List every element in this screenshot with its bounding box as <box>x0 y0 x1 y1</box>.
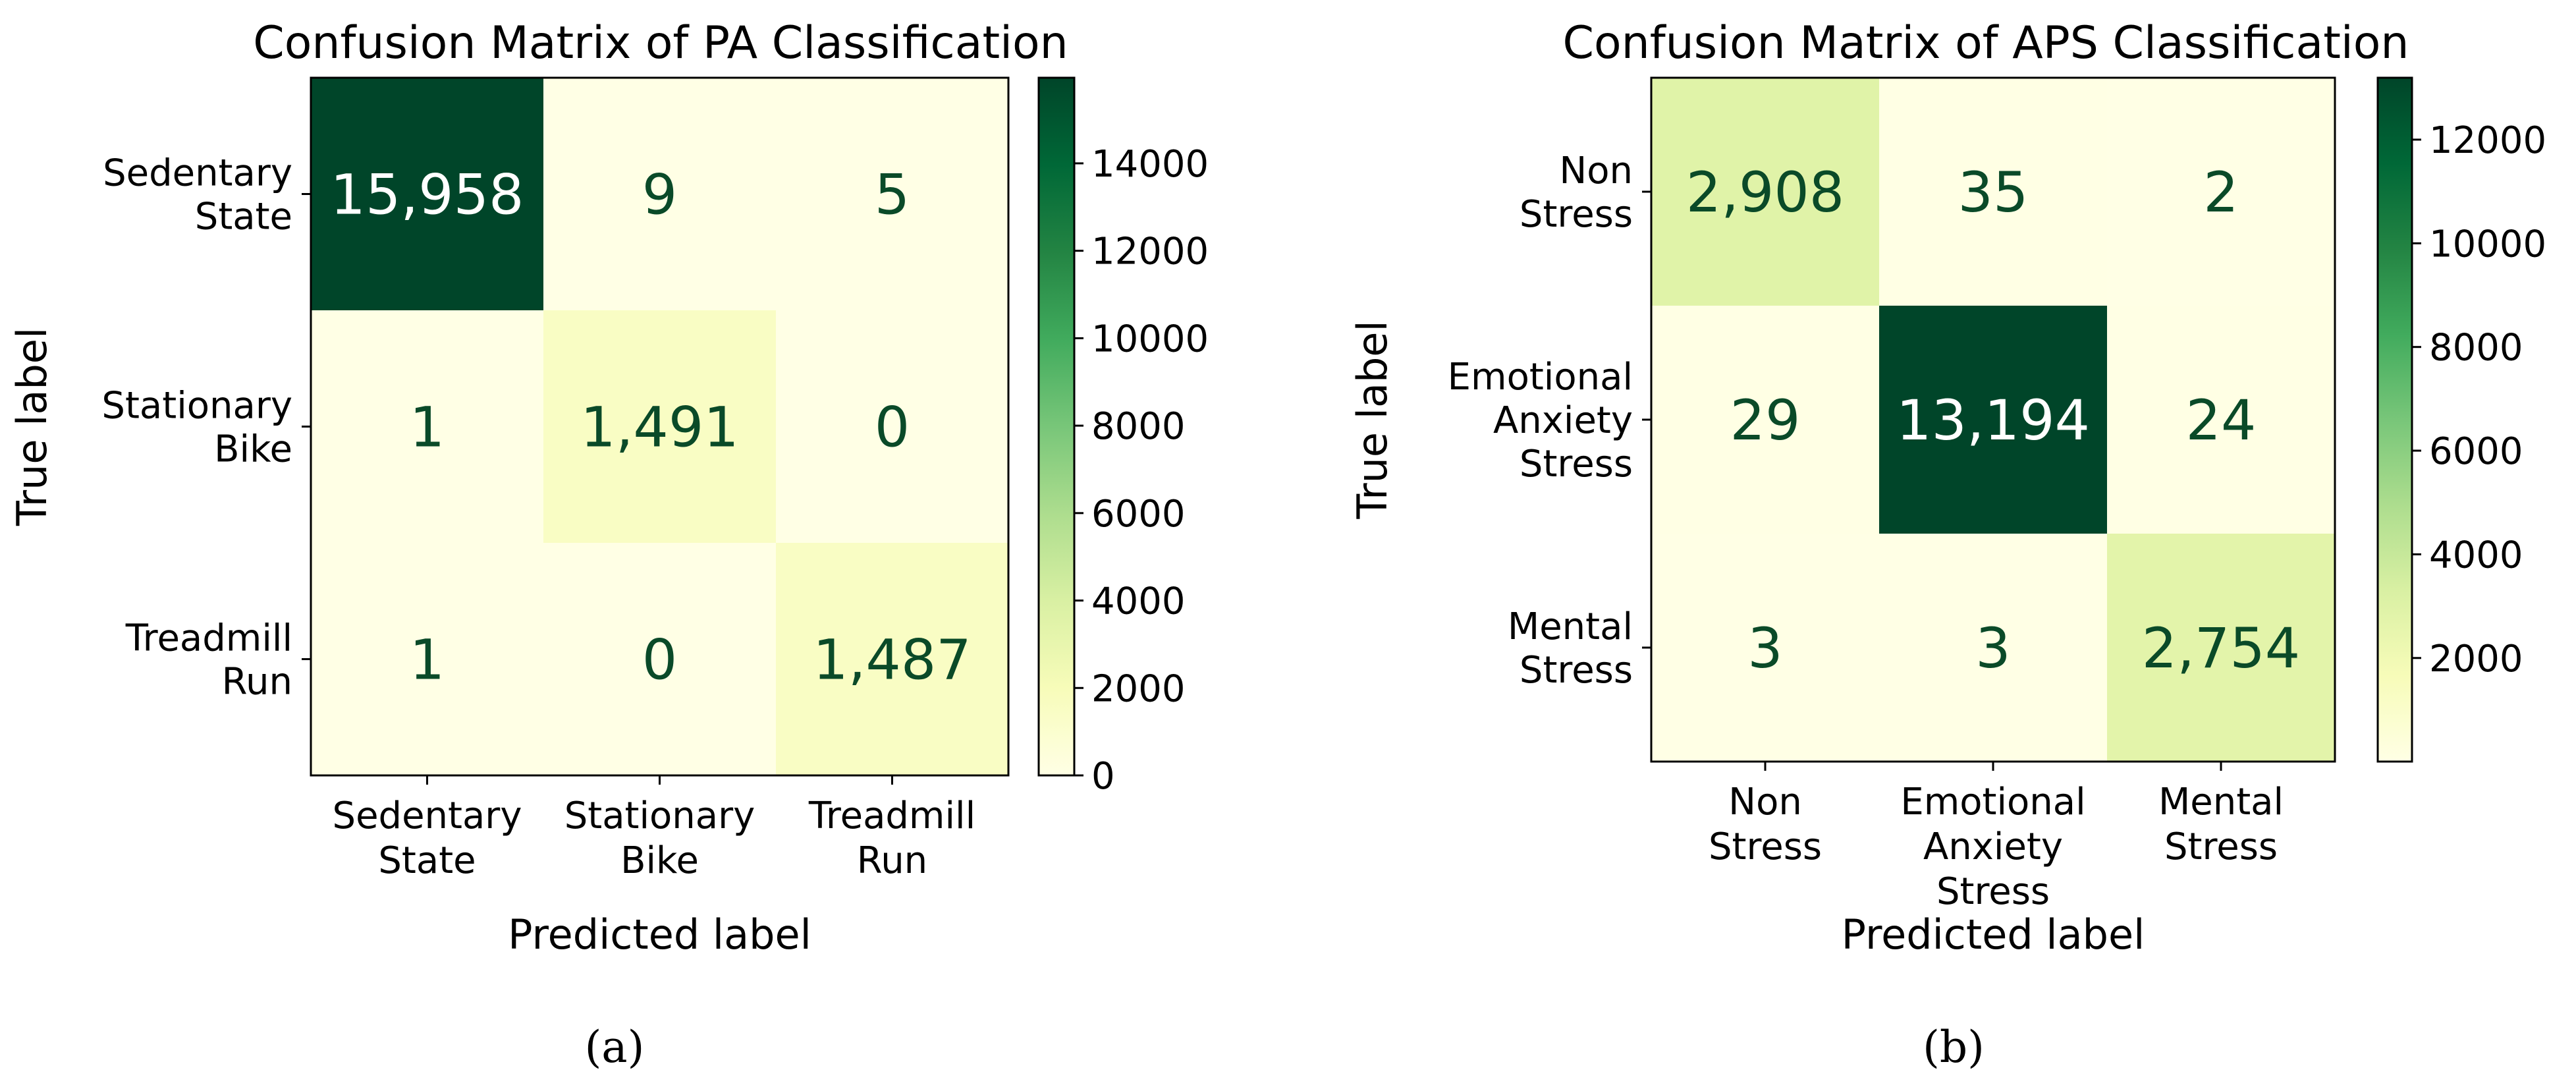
colorbar-tick-label: 12000 <box>2429 119 2546 162</box>
y-tick-label: State <box>195 196 292 238</box>
cell-value-label: 1 <box>410 395 445 460</box>
y-tick-label: Non <box>1559 150 1633 192</box>
matrix-cell <box>776 543 1008 775</box>
confusion-matrix-a: Confusion Matrix of PA Classification 15,… <box>8 17 1209 1073</box>
y-axis-label: True label <box>1348 320 1396 519</box>
colorbar-tick-label: 0 <box>1091 755 1115 798</box>
cell-value-label: 9 <box>642 163 677 227</box>
y-tick-label: Anxiety <box>1493 399 1633 442</box>
matrix-cell <box>776 78 1008 310</box>
colorbar-tick-label: 8000 <box>1091 405 1186 448</box>
cell-value-label: 3 <box>1747 616 1782 681</box>
cell-value-label: 2 <box>2203 160 2238 225</box>
y-tick-label: Stress <box>1520 649 1633 692</box>
cell-value-label: 1,491 <box>580 395 738 460</box>
x-tick-label: Stress <box>2164 825 2278 868</box>
colorbar-tick-label: 4000 <box>1091 580 1186 623</box>
matrix-cell <box>2107 306 2335 534</box>
matrix-cell <box>1879 534 2107 762</box>
matrix-cell <box>776 310 1008 543</box>
colorbar: 2000 4000 6000 8000 10000 12000 <box>2376 76 2546 763</box>
y-tick-label: Stationary <box>101 385 292 428</box>
colorbar-tick-label: 2000 <box>2429 638 2523 681</box>
matrix-cell <box>2107 78 2335 306</box>
y-tick-label: Stress <box>1520 443 1633 486</box>
matrix-cell <box>1879 306 2107 534</box>
x-tick-label: Treadmill <box>808 795 975 837</box>
cell-value-label: 5 <box>875 163 910 227</box>
colorbar-bar <box>1037 76 1076 777</box>
x-tick-label: Bike <box>620 839 699 882</box>
x-tick-label: Non <box>1728 781 1802 824</box>
matrix-cell <box>1651 306 1879 534</box>
x-axis-label: Predicted label <box>508 910 811 959</box>
x-tick-label: Run <box>857 839 927 882</box>
matrix-cell <box>1879 78 2107 306</box>
chart-title: Confusion Matrix of PA Classification <box>253 17 1068 69</box>
colorbar: 0 2000 4000 6000 8000 10000 12000 14000 <box>1037 76 1209 798</box>
colorbar-tick-label: 14000 <box>1091 143 1209 186</box>
confusion-matrix-b: Confusion Matrix of APS Classification 2,… <box>1348 17 2546 1073</box>
y-tick-label: Mental <box>1508 605 1633 648</box>
cell-value-label: 1,487 <box>813 628 971 692</box>
x-tick-label: Mental <box>2158 781 2284 824</box>
cell-value-label: 15,958 <box>331 163 524 227</box>
matrix-cell <box>311 543 543 775</box>
y-tick-label: Run <box>222 661 292 704</box>
x-tick-label: State <box>378 839 476 882</box>
x-tick-label: Stationary <box>564 795 755 837</box>
cell-value-label: 2,754 <box>2142 616 2300 681</box>
matrix-cell <box>2107 534 2335 762</box>
x-tick-label: Stress <box>1936 870 2050 913</box>
y-axis-label: True label <box>8 327 56 526</box>
matrix-cell <box>543 543 776 775</box>
subfigure-caption: (b) <box>1923 1022 1985 1073</box>
x-tick-label: Stress <box>1709 825 1822 868</box>
colorbar-tick-label: 4000 <box>2429 534 2523 576</box>
y-tick-label: Stress <box>1520 193 1633 236</box>
matrix-cell <box>1651 534 1879 762</box>
x-tick-label: Emotional <box>1900 781 2085 824</box>
x-tick-label: Sedentary <box>333 795 522 837</box>
colorbar-bar <box>2376 76 2413 763</box>
subfigure-caption: (a) <box>585 1022 645 1073</box>
cell-value-label: 35 <box>1958 160 2029 225</box>
x-tick-label: Anxiety <box>1923 825 2063 868</box>
matrix-cell <box>1651 78 1879 306</box>
y-tick-label: Bike <box>214 428 292 471</box>
cell-value-label: 13,194 <box>1896 388 2090 453</box>
cell-value-label: 2,908 <box>1686 160 1844 225</box>
x-axis-label: Predicted label <box>1842 910 2145 959</box>
cell-value-label: 29 <box>1730 388 1801 453</box>
cell-value-label: 0 <box>875 395 910 460</box>
chart-title: Confusion Matrix of APS Classification <box>1563 17 2409 69</box>
matrix-cell <box>311 310 543 543</box>
matrix-cell <box>543 310 776 543</box>
cell-value-label: 0 <box>642 628 677 692</box>
colorbar-tick-label: 6000 <box>1091 493 1186 536</box>
matrix-cell <box>543 78 776 310</box>
cell-value-label: 24 <box>2186 388 2257 453</box>
y-tick-label: Emotional <box>1448 356 1633 399</box>
colorbar-tick-label: 2000 <box>1091 667 1186 710</box>
colorbar-tick-label: 10000 <box>1091 318 1209 360</box>
cell-value-label: 3 <box>1975 616 2010 681</box>
matrix-cell <box>311 78 543 310</box>
colorbar-tick-label: 10000 <box>2429 223 2546 265</box>
colorbar-tick-label: 12000 <box>1091 231 1209 273</box>
cell-value-label: 1 <box>410 628 445 692</box>
colorbar-tick-label: 6000 <box>2429 430 2523 473</box>
y-tick-label: Sedentary <box>103 152 292 195</box>
colorbar-tick-label: 8000 <box>2429 327 2523 370</box>
y-tick-label: Treadmill <box>125 617 292 660</box>
